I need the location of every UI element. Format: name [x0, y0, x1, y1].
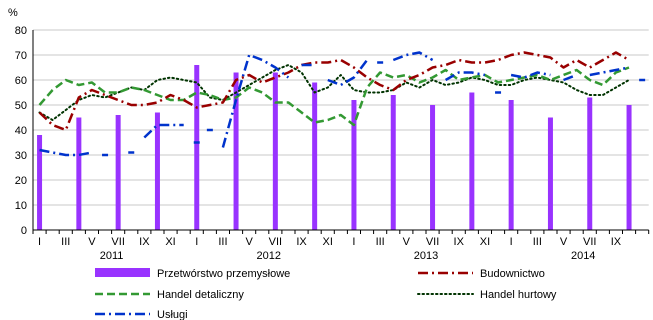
- x-tick-label: V: [403, 236, 411, 248]
- bar: [154, 112, 160, 230]
- bar: [587, 97, 593, 230]
- x-tick-label: III: [376, 236, 385, 248]
- bar: [194, 65, 200, 230]
- y-tick-label: 80: [15, 25, 27, 37]
- series-line: [510, 71, 551, 79]
- y-tick-label: 0: [21, 225, 27, 237]
- bar: [76, 117, 82, 230]
- y-unit-label: %: [8, 7, 18, 19]
- x-tick-label: VII: [426, 236, 439, 248]
- bar: [508, 100, 514, 230]
- legend-label: Przetwórstwo przemysłowe: [157, 268, 290, 280]
- x-tick-label: I: [38, 236, 41, 248]
- year-label: 2014: [571, 250, 595, 262]
- x-tick-label: V: [245, 236, 253, 248]
- year-label: 2013: [414, 250, 438, 262]
- y-tick-label: 70: [15, 50, 27, 62]
- grid-lines: [33, 29, 649, 231]
- legend-label: Handel detaliczny: [157, 289, 244, 301]
- bar: [626, 105, 632, 230]
- x-tick-label: V: [560, 236, 568, 248]
- legend-label: Handel hurtowy: [480, 289, 557, 301]
- x-tick-label: IX: [296, 236, 307, 248]
- x-tick-label: VII: [269, 236, 282, 248]
- x-tick-label: III: [533, 236, 542, 248]
- y-tick-label: 50: [15, 100, 27, 112]
- x-tick-label: IX: [454, 236, 465, 248]
- series-line: [38, 51, 630, 132]
- x-tick-label: VII: [111, 236, 124, 248]
- x-tick-label: IX: [611, 236, 622, 248]
- series-line: [589, 66, 630, 77]
- line-series: [38, 51, 646, 157]
- bar: [430, 105, 436, 230]
- series-line: [327, 59, 369, 87]
- x-tick-label: XI: [480, 236, 490, 248]
- y-tick-label: 60: [15, 75, 27, 87]
- y-tick-label: 40: [15, 125, 27, 137]
- series-line: [392, 51, 434, 62]
- bar-series: [37, 65, 632, 230]
- x-tick-label: III: [61, 236, 70, 248]
- series-line: [38, 66, 630, 127]
- x-tick-label: VII: [583, 236, 596, 248]
- bar: [272, 72, 278, 230]
- series-line: [221, 53, 290, 148]
- bar: [469, 92, 475, 230]
- x-tick-label: III: [218, 236, 227, 248]
- y-tick-label: 20: [15, 175, 27, 187]
- bar: [351, 100, 357, 230]
- bar: [390, 95, 396, 230]
- legend-swatch: [95, 268, 150, 277]
- bar: [547, 117, 553, 230]
- x-tick-label: I: [195, 236, 198, 248]
- series-line: [38, 64, 630, 121]
- x-tick-label: XI: [165, 236, 175, 248]
- series-line: [143, 123, 184, 139]
- legend-label: Usługi: [157, 309, 188, 320]
- legend: Przetwórstwo przemysłowe Budownictwo Hande…: [95, 268, 557, 320]
- x-tick-label: I: [510, 236, 513, 248]
- series-line: [563, 73, 578, 82]
- year-label: 2011: [100, 250, 124, 262]
- y-tick-label: 10: [15, 200, 27, 212]
- x-tick-label: I: [352, 236, 355, 248]
- legend-label: Budownictwo: [480, 268, 545, 280]
- x-tick-label: XI: [323, 236, 333, 248]
- year-label: 2012: [257, 250, 281, 262]
- x-tick-label: V: [88, 236, 96, 248]
- bar: [312, 82, 318, 230]
- y-tick-label: 30: [15, 150, 27, 162]
- bar: [233, 72, 239, 230]
- series-line: [39, 148, 93, 157]
- bar: [115, 115, 121, 230]
- bar: [37, 135, 43, 230]
- series-line: [444, 71, 486, 82]
- x-tick-label: IX: [139, 236, 150, 248]
